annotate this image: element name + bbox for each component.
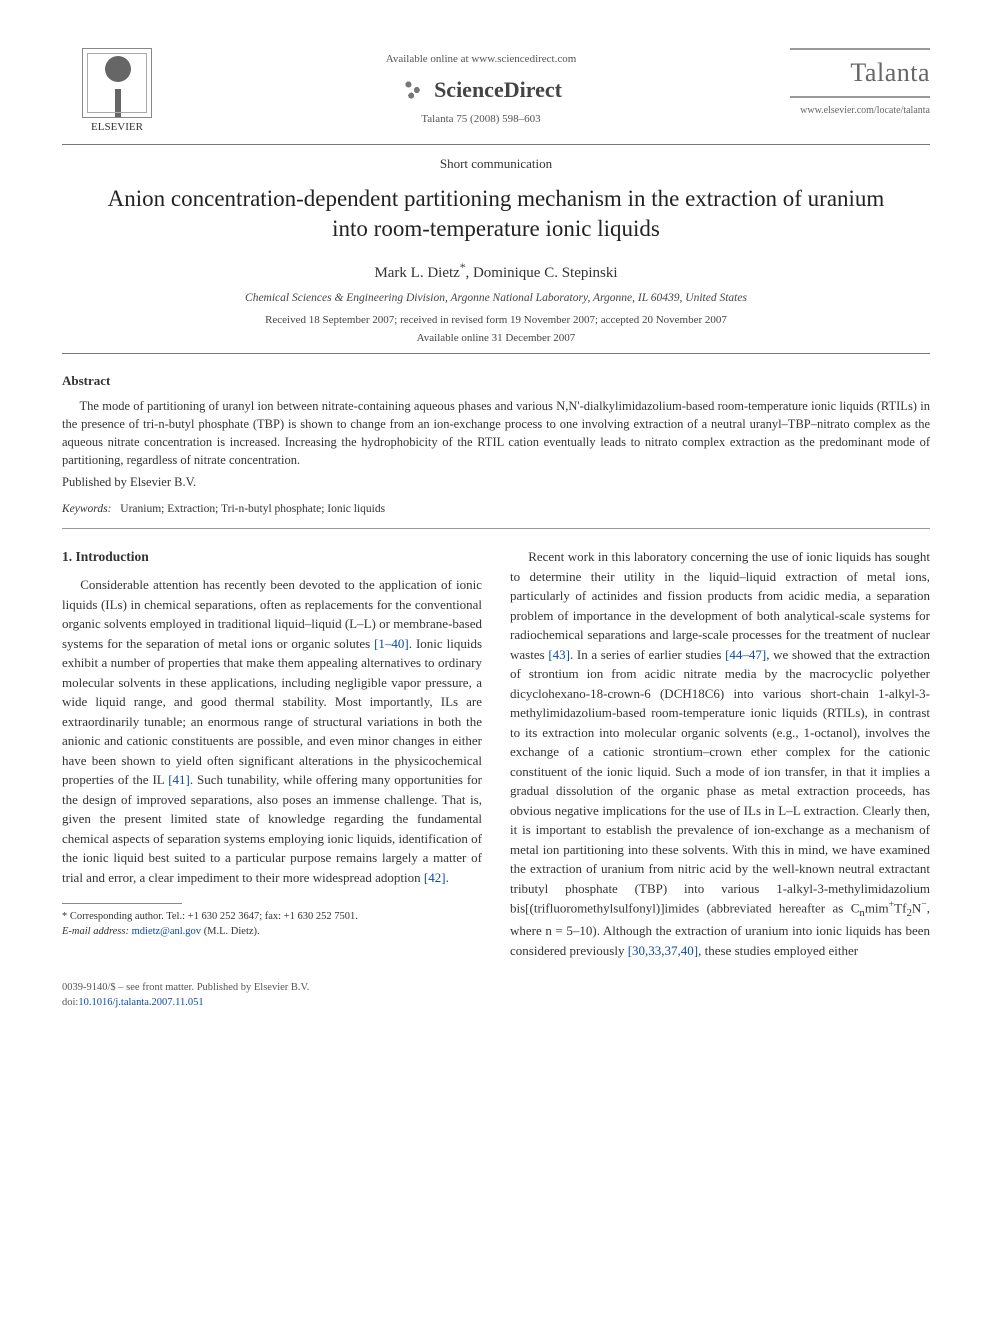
doi-link[interactable]: 10.1016/j.talanta.2007.11.051 xyxy=(78,997,203,1008)
journal-logo-block: Talanta www.elsevier.com/locate/talanta xyxy=(790,48,930,118)
journal-reference: Talanta 75 (2008) 598–603 xyxy=(172,112,790,128)
p2-text-a: Recent work in this laboratory concernin… xyxy=(510,549,930,662)
abstract-heading: Abstract xyxy=(62,372,930,391)
published-by-line: Published by Elsevier B.V. xyxy=(62,473,930,491)
p2-text-d: mim xyxy=(865,900,889,915)
header-center: Available online at www.sciencedirect.co… xyxy=(172,48,790,128)
affiliation: Chemical Sciences & Engineering Division… xyxy=(62,290,930,307)
footnote-contact: * Corresponding author. Tel.: +1 630 252… xyxy=(62,910,482,925)
footnote-email-line: E-mail address: mdietz@anl.gov (M.L. Die… xyxy=(62,925,482,940)
p2-text-e: Tf xyxy=(894,900,906,915)
ref-link-41[interactable]: [41] xyxy=(168,772,190,787)
abstract-block: Abstract The mode of partitioning of ura… xyxy=(62,372,930,518)
p1-text-c: . Such tunability, while offering many o… xyxy=(62,772,482,885)
body-columns: 1. Introduction Considerable attention h… xyxy=(62,547,930,960)
ref-link-43[interactable]: [43] xyxy=(548,647,570,662)
article-title: Anion concentration-dependent partitioni… xyxy=(102,184,890,244)
footer-meta: 0039-9140/$ – see front matter. Publishe… xyxy=(62,980,930,1010)
sciencedirect-label: ScienceDirect xyxy=(434,74,562,106)
footnote-email-label: E-mail address: xyxy=(62,926,129,937)
received-dates: Received 18 September 2007; received in … xyxy=(62,313,930,329)
abstract-text: The mode of partitioning of uranyl ion b… xyxy=(62,399,930,467)
corresponding-author-footnote: * Corresponding author. Tel.: +1 630 252… xyxy=(62,910,482,939)
p1-text-d: . xyxy=(446,870,449,885)
journal-logo-text: Talanta xyxy=(790,48,930,98)
paragraph-2: Recent work in this laboratory concernin… xyxy=(510,547,930,960)
p2-text-c: , we showed that the extraction of stron… xyxy=(510,647,930,916)
doi-label: doi: xyxy=(62,997,78,1008)
article-type-label: Short communication xyxy=(62,155,930,174)
journal-locate-url: www.elsevier.com/locate/talanta xyxy=(790,104,930,119)
header-rule xyxy=(62,144,930,145)
copyright-line: 0039-9140/$ – see front matter. Publishe… xyxy=(62,980,930,995)
keywords-line: Keywords: Uranium; Extraction; Tri-n-but… xyxy=(62,501,930,518)
p2-text-b: . In a series of earlier studies xyxy=(570,647,725,662)
ref-link-1-40[interactable]: [1–40] xyxy=(374,636,409,651)
p2-text-h: , these studies employed either xyxy=(698,943,858,958)
authors-line: Mark L. Dietz*, Dominique C. Stepinski xyxy=(62,260,930,285)
author-1: Mark L. Dietz xyxy=(374,265,459,281)
title-rule xyxy=(62,353,930,354)
footnote-separator xyxy=(62,903,182,904)
elsevier-tree-icon xyxy=(82,48,152,118)
author-2: Dominique C. Stepinski xyxy=(473,265,618,281)
p1-text-b: . Ionic liquids exhibit a number of prop… xyxy=(62,636,482,788)
abstract-rule xyxy=(62,528,930,529)
available-online-line: Available online at www.sciencedirect.co… xyxy=(172,52,790,68)
p2-text-f: N xyxy=(912,900,921,915)
publisher-name: ELSEVIER xyxy=(62,120,172,136)
footnote-email-link[interactable]: mdietz@anl.gov xyxy=(132,926,201,937)
doi-line: doi:10.1016/j.talanta.2007.11.051 xyxy=(62,995,930,1010)
footnote-email-paren: (M.L. Dietz). xyxy=(204,926,260,937)
sciencedirect-swirl-icon xyxy=(400,76,428,104)
page-header: ELSEVIER Available online at www.science… xyxy=(62,48,930,136)
section-title: Introduction xyxy=(76,549,149,564)
available-online-date: Available online 31 December 2007 xyxy=(62,331,930,347)
ref-link-44-47[interactable]: [44–47] xyxy=(725,647,766,662)
section-number: 1. xyxy=(62,549,72,564)
author-1-marker: * xyxy=(460,262,466,274)
abstract-body: The mode of partitioning of uranyl ion b… xyxy=(62,397,930,470)
publisher-logo-block: ELSEVIER xyxy=(62,48,172,136)
ref-link-42[interactable]: [42] xyxy=(424,870,446,885)
sciencedirect-logo: ScienceDirect xyxy=(400,74,562,106)
keywords-values: Uranium; Extraction; Tri-n-butyl phospha… xyxy=(120,503,385,515)
keywords-label: Keywords: xyxy=(62,503,111,515)
ref-link-30-33-37-40[interactable]: [30,33,37,40] xyxy=(628,943,698,958)
paragraph-1: Considerable attention has recently been… xyxy=(62,575,482,887)
section-heading: 1. Introduction xyxy=(62,547,482,567)
